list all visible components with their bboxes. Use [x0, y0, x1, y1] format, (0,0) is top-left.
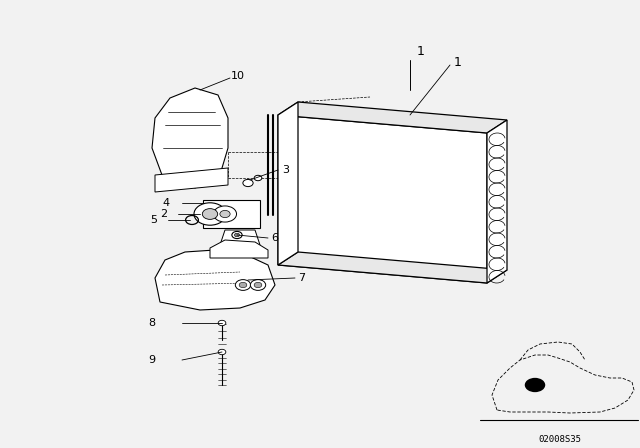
Text: 1: 1: [453, 56, 461, 69]
Text: 1: 1: [417, 44, 424, 57]
Polygon shape: [203, 200, 260, 228]
Circle shape: [254, 175, 262, 181]
Text: 8: 8: [148, 318, 155, 328]
Circle shape: [234, 233, 239, 237]
Circle shape: [239, 282, 247, 288]
Text: 7: 7: [298, 273, 305, 283]
Polygon shape: [155, 168, 228, 192]
Circle shape: [202, 209, 218, 220]
Polygon shape: [278, 102, 507, 133]
Circle shape: [243, 179, 253, 186]
Text: 5: 5: [150, 215, 157, 225]
Text: 9: 9: [148, 355, 155, 365]
Circle shape: [232, 232, 242, 239]
Circle shape: [194, 203, 226, 225]
Circle shape: [250, 280, 266, 290]
Circle shape: [254, 282, 262, 288]
Text: 4: 4: [162, 198, 169, 208]
Polygon shape: [152, 88, 228, 188]
Polygon shape: [278, 252, 507, 283]
Polygon shape: [220, 230, 260, 245]
Circle shape: [236, 280, 251, 290]
Polygon shape: [155, 250, 275, 310]
Polygon shape: [278, 115, 487, 283]
Text: 10: 10: [231, 71, 245, 81]
Circle shape: [218, 320, 226, 326]
Circle shape: [218, 349, 226, 355]
Circle shape: [525, 378, 545, 392]
Text: 2: 2: [160, 209, 167, 219]
Text: 3: 3: [282, 165, 289, 175]
Text: 6: 6: [271, 233, 278, 243]
Polygon shape: [487, 120, 507, 283]
Polygon shape: [210, 240, 268, 258]
Circle shape: [214, 206, 237, 222]
Polygon shape: [278, 102, 298, 265]
Circle shape: [220, 211, 230, 218]
Text: 02008S35: 02008S35: [538, 435, 582, 444]
